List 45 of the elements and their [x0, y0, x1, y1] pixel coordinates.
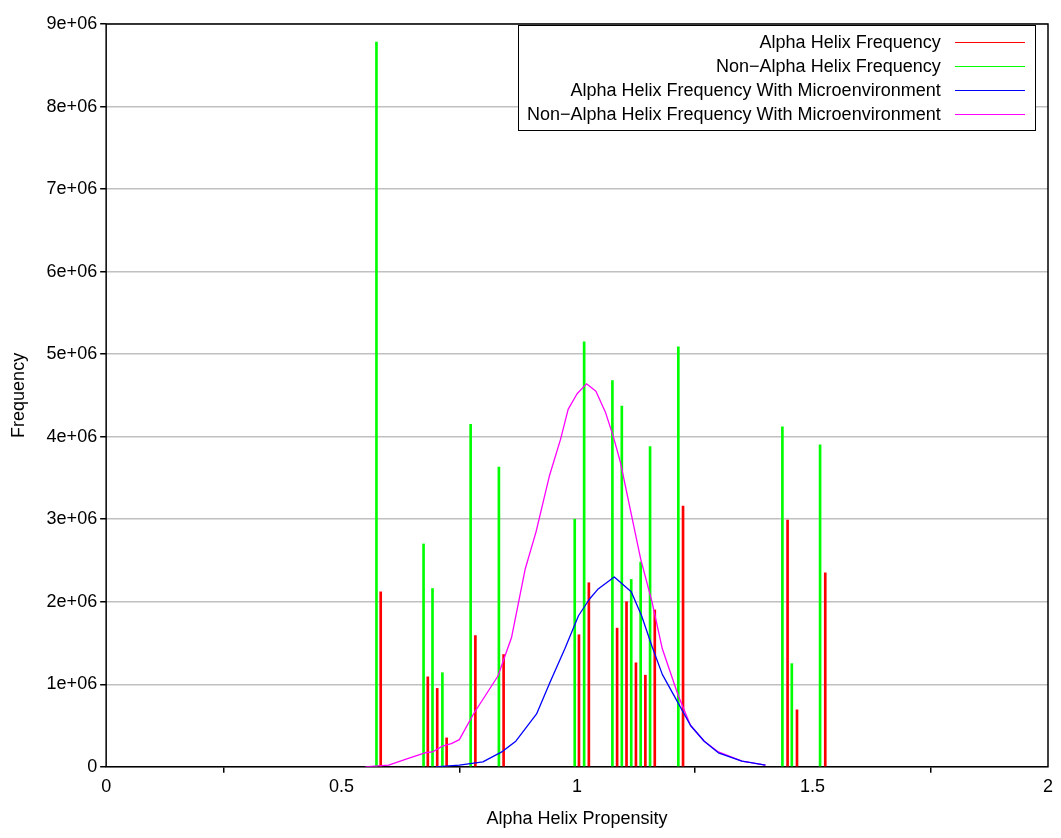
bar — [426, 676, 430, 767]
bar — [379, 591, 383, 767]
y-tick-label: 2e+06 — [46, 590, 98, 611]
y-tick-label: 6e+06 — [46, 260, 98, 281]
bar — [790, 663, 794, 767]
x-tick-label: 0 — [101, 775, 112, 796]
bar — [625, 601, 628, 767]
legend-label: Non−Alpha Helix Frequency With Microenvironment — [527, 103, 941, 126]
x-tick-label: 2 — [1042, 775, 1054, 796]
y-tick-label: 3e+06 — [46, 508, 98, 529]
bar — [431, 588, 434, 767]
bar — [786, 519, 789, 767]
bar — [639, 561, 642, 767]
x-tick-label: 1.5 — [800, 775, 826, 796]
x-tick-label: 0.5 — [329, 775, 355, 796]
bar — [502, 654, 505, 767]
bar — [375, 41, 378, 767]
bar — [644, 674, 647, 767]
bar — [435, 688, 439, 767]
bar — [781, 426, 784, 767]
y-tick-label: 0 — [87, 755, 98, 776]
bar — [441, 672, 444, 767]
bar — [422, 543, 425, 767]
bar — [611, 380, 614, 767]
y-tick-label: 9e+06 — [46, 12, 98, 33]
bar — [823, 572, 827, 767]
bar — [573, 518, 577, 767]
x-tick-label: 1 — [572, 775, 583, 796]
bar — [445, 737, 448, 767]
bar — [629, 579, 633, 767]
bar — [474, 635, 477, 767]
bar — [677, 346, 680, 767]
legend-label: Non−Alpha Helix Frequency — [716, 55, 941, 78]
legend-label: Alpha Helix Frequency With Microenvironment — [570, 79, 941, 102]
y-tick-label: 4e+06 — [46, 425, 98, 446]
x-axis-title: Alpha Helix Propensity — [486, 808, 668, 829]
y-tick-label: 7e+06 — [46, 178, 98, 199]
y-tick-label: 8e+06 — [46, 95, 98, 116]
y-tick-label: 5e+06 — [46, 343, 98, 364]
y-tick-label: 1e+06 — [46, 673, 98, 694]
bar — [469, 423, 472, 767]
bar — [620, 405, 624, 767]
bar — [653, 609, 657, 767]
y-axis-title: Frequency — [7, 352, 28, 438]
legend-label: Alpha Helix Frequency — [759, 31, 941, 54]
